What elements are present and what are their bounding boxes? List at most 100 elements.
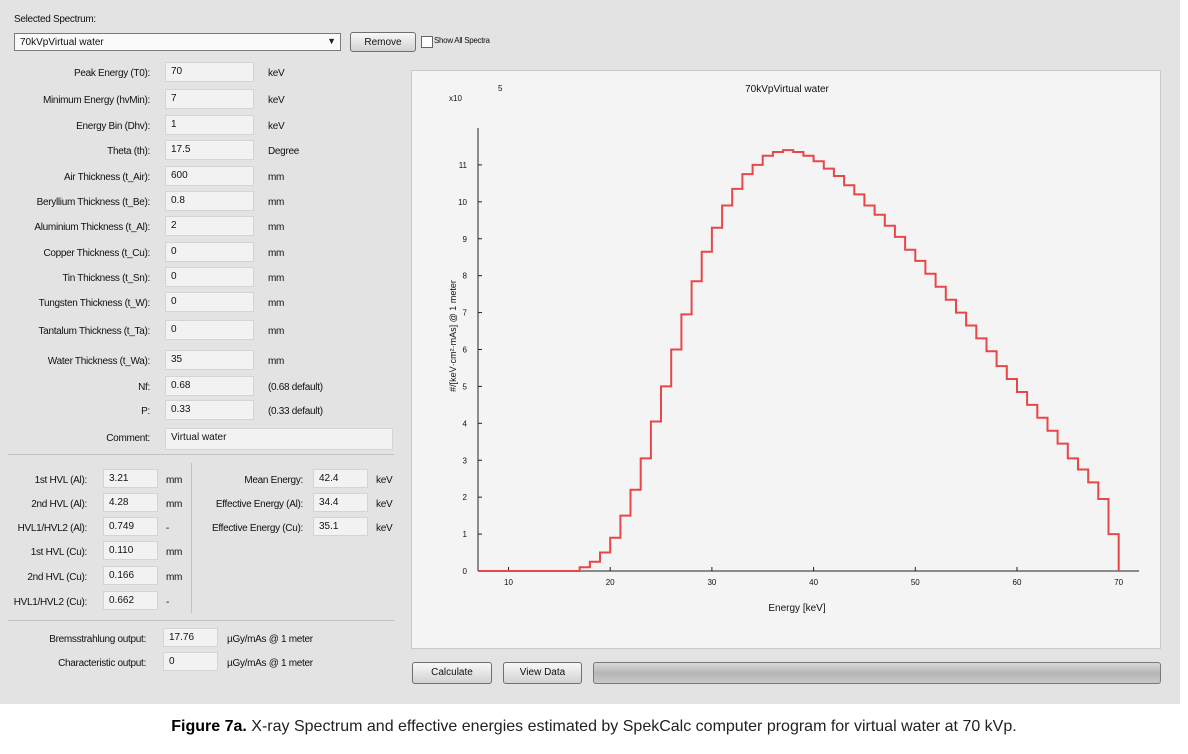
param-input[interactable]: 0 bbox=[165, 292, 254, 312]
param-input[interactable]: 7 bbox=[165, 89, 254, 109]
hvl-unit: mm bbox=[166, 499, 183, 510]
param-unit: mm bbox=[268, 197, 285, 208]
param-input[interactable]: 0.68 bbox=[165, 376, 254, 396]
param-unit: Degree bbox=[268, 146, 299, 157]
param-input[interactable]: 0 bbox=[165, 242, 254, 262]
param-unit: mm bbox=[268, 172, 285, 183]
y-tick-label: 10 bbox=[458, 198, 467, 207]
energy-value: 35.1 bbox=[313, 517, 368, 536]
param-input[interactable]: 1 bbox=[165, 115, 254, 135]
y-tick-label: 11 bbox=[459, 161, 468, 170]
param-label: Tin Thickness (t_Sn): bbox=[62, 273, 150, 284]
divider bbox=[8, 620, 394, 621]
hvl-label: 1st HVL (Cu): bbox=[30, 547, 88, 558]
hvl-value: 0.166 bbox=[103, 566, 158, 585]
energy-label: Mean Energy: bbox=[244, 475, 303, 486]
energy-unit: keV bbox=[376, 499, 393, 510]
param-label: Theta (th): bbox=[107, 146, 150, 157]
hvl-value: 0.110 bbox=[103, 541, 158, 560]
param-input[interactable]: 0 bbox=[165, 267, 254, 287]
y-tick-label: 9 bbox=[463, 235, 468, 244]
param-label: Aluminium Thickness (t_Al): bbox=[34, 222, 150, 233]
comment-input[interactable]: Virtual water bbox=[165, 428, 393, 450]
hvl-unit: - bbox=[166, 597, 170, 608]
param-label: Tungsten Thickness (t_W): bbox=[38, 298, 151, 309]
x-tick-label: 40 bbox=[809, 578, 818, 587]
param-input[interactable]: 35 bbox=[165, 350, 254, 370]
param-unit: (0.33 default) bbox=[268, 406, 323, 417]
hvl-value: 0.749 bbox=[103, 517, 158, 536]
hvl-label: HVL1/HVL2 (Al): bbox=[17, 523, 88, 534]
param-input[interactable]: 0 bbox=[165, 320, 254, 340]
param-unit: mm bbox=[268, 273, 285, 284]
y-tick-label: 3 bbox=[463, 456, 468, 465]
param-unit: mm bbox=[268, 298, 285, 309]
spectrum-dropdown[interactable]: 70kVpVirtual water ▼ bbox=[14, 33, 341, 51]
x-tick-label: 20 bbox=[606, 578, 615, 587]
param-unit: keV bbox=[268, 68, 285, 79]
calculate-button[interactable]: Calculate bbox=[412, 662, 492, 684]
show-all-spectra-label: Show All Spectra bbox=[434, 36, 490, 45]
chart-title: 70kVpVirtual water bbox=[745, 84, 829, 95]
x-tick-label: 70 bbox=[1114, 578, 1123, 587]
param-input[interactable]: 0.33 bbox=[165, 400, 254, 420]
y-multiplier-base: x10 bbox=[449, 94, 462, 103]
param-label: Water Thickness (t_Wa): bbox=[47, 356, 151, 367]
param-label: Nf: bbox=[138, 382, 150, 393]
spectrum-chart: 0 1 2 3 4 5 6 7 8 9 10 11 10 20 30 40 50 60 70 x10 5 70kVpVir… bbox=[448, 84, 1139, 614]
param-input[interactable]: 0.8 bbox=[165, 191, 254, 211]
chevron-down-icon: ▼ bbox=[327, 36, 336, 46]
hvl-unit: mm bbox=[166, 572, 183, 583]
x-tick-label: 60 bbox=[1013, 578, 1022, 587]
energy-unit: keV bbox=[376, 523, 393, 534]
hvl-label: 2nd HVL (Cu): bbox=[27, 572, 87, 583]
param-label: Copper Thickness (t_Cu): bbox=[43, 248, 150, 259]
output-label: Characteristic output: bbox=[58, 658, 146, 669]
param-input[interactable]: 70 bbox=[165, 62, 254, 82]
hvl-value: 4.28 bbox=[103, 493, 158, 512]
y-multiplier-exponent: 5 bbox=[498, 84, 503, 93]
caption-title: Figure 7a. bbox=[171, 718, 247, 735]
y-tick-label: 0 bbox=[463, 567, 468, 576]
param-input[interactable]: 2 bbox=[165, 216, 254, 236]
param-input[interactable]: 600 bbox=[165, 166, 254, 186]
output-unit: µGy/mAs @ 1 meter bbox=[227, 634, 313, 645]
param-label: Air Thickness (t_Air): bbox=[63, 172, 150, 183]
x-tick-label: 30 bbox=[707, 578, 716, 587]
hvl-value: 0.662 bbox=[103, 591, 158, 610]
param-unit: (0.68 default) bbox=[268, 382, 323, 393]
y-tick-label: 1 bbox=[463, 530, 468, 539]
param-unit: mm bbox=[268, 222, 285, 233]
energy-value: 42.4 bbox=[313, 469, 368, 488]
energy-unit: keV bbox=[376, 475, 393, 486]
selected-spectrum-label: Selected Spectrum: bbox=[14, 14, 96, 25]
view-data-button[interactable]: View Data bbox=[503, 662, 582, 684]
y-tick-label: 6 bbox=[463, 346, 468, 355]
param-unit: mm bbox=[268, 248, 285, 259]
show-all-spectra-checkbox[interactable] bbox=[421, 36, 433, 48]
spectrum-series-line bbox=[478, 149, 1120, 572]
hvl-label: 1st HVL (Al): bbox=[34, 475, 88, 486]
hvl-label: HVL1/HVL2 (Cu): bbox=[13, 597, 88, 608]
param-unit: mm bbox=[268, 356, 285, 367]
spectrum-dropdown-value: 70kVpVirtual water bbox=[20, 37, 104, 48]
chart-panel: 0 1 2 3 4 5 6 7 8 9 10 11 10 20 30 40 50 60 70 x10 5 70kVpVir… bbox=[411, 70, 1161, 649]
y-tick-label: 8 bbox=[463, 272, 468, 281]
hvl-unit: - bbox=[166, 523, 170, 534]
param-input[interactable]: 17.5 bbox=[165, 140, 254, 160]
y-tick-label: 5 bbox=[463, 382, 468, 391]
remove-button[interactable]: Remove bbox=[350, 32, 416, 52]
hvl-unit: mm bbox=[166, 547, 183, 558]
output-unit: µGy/mAs @ 1 meter bbox=[227, 658, 313, 669]
param-label: P: bbox=[141, 406, 150, 417]
hvl-unit: mm bbox=[166, 475, 183, 486]
hvl-value: 3.21 bbox=[103, 469, 158, 488]
param-unit: mm bbox=[268, 326, 285, 337]
y-tick-label: 7 bbox=[463, 309, 468, 318]
vertical-divider bbox=[191, 463, 192, 613]
progress-bar bbox=[593, 662, 1161, 684]
energy-label: Effective Energy (Cu): bbox=[211, 523, 303, 534]
x-tick-label: 50 bbox=[911, 578, 920, 587]
divider bbox=[8, 454, 394, 455]
output-value: 0 bbox=[163, 652, 218, 671]
